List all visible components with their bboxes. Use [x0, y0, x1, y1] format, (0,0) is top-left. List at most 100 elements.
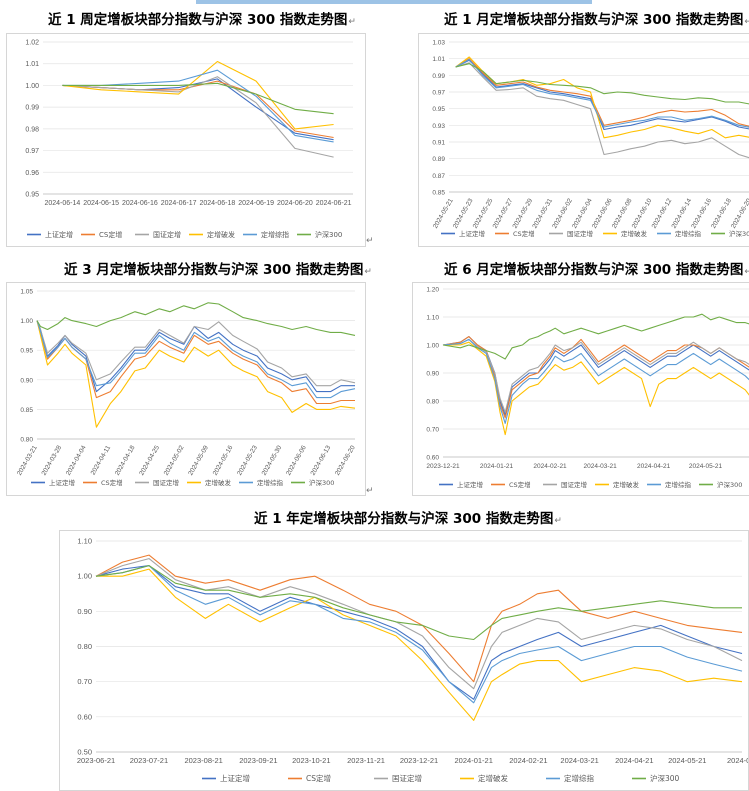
series-line-guozheng-dingzeng	[455, 62, 749, 159]
y-tick-label: 0.90	[20, 377, 33, 384]
legend-label-dingzeng-pofa: 定增破发	[207, 230, 235, 239]
legend-label-dingzeng-pofa: 定增破发	[478, 773, 508, 783]
x-tick-label: 2023-10-21	[292, 756, 330, 765]
x-tick-label: 2024-06-06	[285, 444, 308, 477]
chart-title-3month: 近 3 月定增板块部分指数与沪深 300 指数走势图↵	[64, 262, 372, 278]
series-line-guozheng-dingzeng	[442, 338, 749, 413]
series-line-guozheng-dingzeng	[95, 558, 743, 690]
x-tick-label: 2024-04-04	[65, 444, 88, 477]
series-line-hs300	[442, 313, 749, 360]
y-tick-label: 0.85	[432, 190, 445, 197]
series-line-guozheng-dingzeng	[36, 320, 356, 387]
legend-label-sz-dingzeng: 上证定增	[457, 480, 483, 489]
y-tick-label: 0.97	[25, 148, 39, 155]
y-tick-label: 0.70	[426, 427, 439, 434]
chart-panel-1week: 0.95 0.96 0.97 0.98 0.99 1.00 1.01 1.02 2024-06-…	[6, 33, 366, 247]
series-line-cs-dingzeng	[95, 554, 743, 683]
legend-label-dingzeng-pofa: 定增破发	[621, 229, 648, 238]
y-tick-label: 1.20	[426, 287, 439, 294]
legend-label-sz-dingzeng: 上证定增	[220, 773, 250, 783]
x-tick-label: 2024-06-19	[238, 200, 274, 207]
series-line-guozheng-dingzeng	[62, 76, 334, 158]
legend-label-dingzeng-zongzhi: 定增综指	[261, 230, 289, 239]
x-tick-label: 2024-03-21	[16, 444, 39, 477]
legend-label-guozheng-dingzeng: 国证定增	[153, 478, 179, 487]
x-tick-label: 2024-04-21	[637, 463, 671, 470]
x-tick-label: 2024-01-21	[480, 463, 514, 470]
y-tick-label: 0.98	[25, 126, 39, 133]
chart-panel-1month: 0.85 0.87 0.89 0.91 0.93 0.95 0.97 0.99 1.01 1.03…	[418, 33, 749, 247]
y-tick-label: 1.00	[25, 83, 39, 90]
chart-svg-6month: 0.60 0.70 0.80 0.90 1.00 1.10 1.20 2023-12-21 20…	[426, 287, 749, 489]
series-line-sz-dingzeng	[455, 59, 749, 131]
x-tick-label: 2024-05-30	[261, 444, 284, 477]
y-tick-label: 0.99	[25, 105, 39, 112]
y-tick-label: 0.90	[77, 607, 92, 616]
y-tick-label: 0.87	[432, 173, 445, 180]
x-tick-label: 2024-05-27	[492, 197, 515, 230]
x-tick-label: 2024-06-14	[670, 197, 693, 230]
chart-panel-3month: 0.80 0.85 0.90 0.95 1.00 1.05 2024-03-21 2024-0…	[6, 282, 366, 496]
x-tick-label: 2023-12-21	[426, 463, 460, 470]
x-tick-label: 2024-06-20	[730, 197, 749, 230]
legend-label-hs300: 沪深300	[729, 229, 749, 238]
x-tick-label: 2024-05-21	[668, 756, 706, 765]
series-line-hs300	[95, 565, 742, 641]
legend-label-cs-dingzeng: CS定增	[101, 478, 123, 487]
x-tick-label: 2024-05-02	[163, 444, 186, 477]
legend-label-sz-dingzeng: 上证定增	[45, 230, 73, 239]
x-tick-label: 2024-05-23	[452, 197, 475, 230]
legend-label-cs-dingzeng: CS定增	[509, 480, 531, 489]
x-tick-label: 2024-02-21	[509, 756, 547, 765]
x-tick-label: 2023-09-21	[239, 756, 277, 765]
y-tick-label: 0.60	[426, 455, 439, 462]
x-tick-label: 2024-06-10	[631, 197, 654, 230]
legend-label-cs-dingzeng: CS定增	[306, 773, 331, 783]
chart-title-1week: 近 1 周定增板块部分指数与沪深 300 指数走势图↵	[48, 12, 356, 28]
y-tick-label: 0.50	[77, 748, 92, 757]
y-tick-label: 0.95	[432, 106, 445, 113]
return-mark-2: ↵	[366, 486, 374, 496]
legend-label-guozheng-dingzeng: 国证定增	[392, 773, 422, 783]
x-tick-label: 2024-06-20	[277, 200, 313, 207]
series-line-dingzeng-zongzhi	[62, 69, 334, 143]
top-accent-bar	[196, 0, 592, 4]
x-tick-label: 2024-05-16	[212, 444, 235, 477]
legend-label-guozheng-dingzeng: 国证定增	[561, 480, 587, 489]
series-line-hs300	[455, 63, 749, 105]
y-tick-label: 0.95	[25, 192, 39, 199]
x-tick-label: 2024-06-16	[122, 200, 158, 207]
y-tick-label: 0.80	[20, 437, 33, 444]
y-tick-label: 0.80	[426, 399, 439, 406]
legend-label-hs300: 沪深300	[650, 773, 680, 783]
series-line-dingzeng-pofa	[96, 568, 743, 721]
x-tick-label: 2024-03-21	[560, 756, 598, 765]
chart-panel-1year: 0.50 0.60 0.70 0.80 0.90 1.00 1.10 2023-06-21 20…	[59, 530, 749, 791]
y-tick-label: 0.80	[77, 642, 92, 651]
legend-label-hs300: 沪深300	[315, 230, 342, 239]
chart-panel-6month: 0.60 0.70 0.80 0.90 1.00 1.10 1.20 2023-12-21 20…	[412, 282, 749, 496]
legend-label-dingzeng-zongzhi: 定增综指	[675, 229, 702, 238]
x-tick-label: 2024-04-11	[90, 444, 113, 476]
x-tick-label: 2024-06-13	[310, 444, 333, 477]
x-tick-label: 2024-04-25	[138, 444, 161, 477]
chart-title-6month: 近 6 月定增板块部分指数与沪深 300 指数走势图↵	[444, 262, 749, 278]
x-tick-label: 2024-06-02	[551, 197, 574, 230]
x-tick-label: 2024-04-18	[114, 444, 137, 477]
x-tick-label: 2024-05-31	[531, 197, 554, 230]
legend-label-guozheng-dingzeng: 国证定增	[567, 229, 593, 238]
legend-label-cs-dingzeng: CS定增	[99, 230, 122, 239]
series-line-dingzeng-zongzhi	[442, 338, 749, 424]
x-tick-label: 2024-06-12	[651, 197, 674, 230]
x-tick-label: 2023-07-21	[130, 756, 168, 765]
x-tick-label: 2024-06-16	[690, 197, 713, 230]
x-tick-label: 2023-11-21	[347, 756, 385, 765]
chart-title-1month: 近 1 月定增板块部分指数与沪深 300 指数走势图↵	[444, 12, 749, 28]
x-tick-label: 2024-06-21	[316, 200, 352, 207]
series-line-dingzeng-pofa	[62, 60, 334, 130]
legend-label-dingzeng-zongzhi: 定增综指	[257, 478, 284, 487]
x-tick-label: 2023-12-21	[400, 756, 438, 765]
x-tick-label: 2024-06-18	[710, 197, 733, 230]
x-tick-label: 2024-06-17	[161, 200, 197, 207]
